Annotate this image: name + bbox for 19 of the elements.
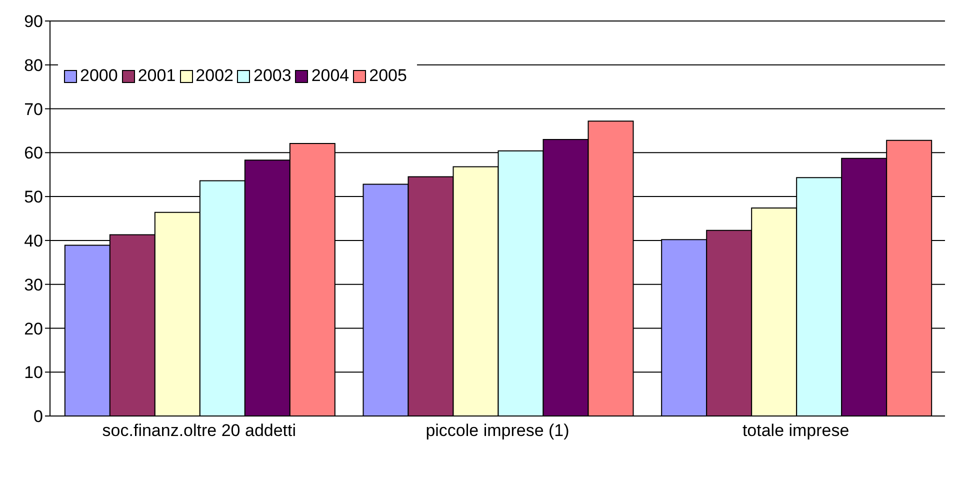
y-tick-label: 20: [24, 319, 43, 338]
y-tick-label: 40: [24, 231, 43, 250]
y-tick-label: 90: [24, 12, 43, 32]
y-tick-label: 80: [24, 56, 43, 75]
y-tick-label: 50: [24, 188, 43, 207]
x-tick-label: totale imprese: [742, 421, 850, 440]
x-tick-label: soc.finanz.oltre 20 addetti: [102, 421, 296, 440]
y-tick-label: 30: [24, 275, 43, 294]
y-tick-label: 60: [24, 144, 43, 163]
y-tick-label: 0: [34, 407, 43, 426]
legend-label: 2004: [310, 66, 350, 86]
legend-label: 2000: [79, 66, 118, 86]
legend-label: 2002: [194, 66, 234, 86]
legend-label: 2005: [368, 66, 407, 86]
y-tick-label: 70: [24, 100, 43, 119]
legend-label: 2001: [136, 66, 176, 86]
legend-label: 2003: [252, 66, 292, 86]
y-tick-label: 10: [24, 363, 43, 382]
x-tick-label: piccole imprese (1): [426, 421, 570, 440]
